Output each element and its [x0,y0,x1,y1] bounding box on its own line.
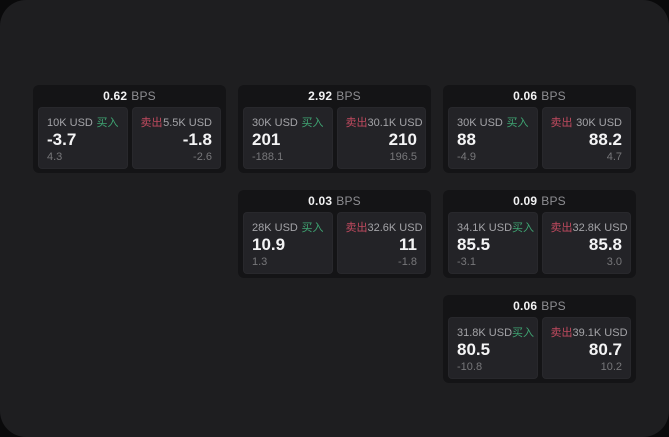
sell-sub-value: -1.8 [398,256,417,268]
sell-tile[interactable]: 卖出 30.1K USD 210 196.5 [336,107,426,169]
buy-side-label: 买入 [301,222,324,234]
quote-card: 2.92 BPS 30K USD 买入 201 -188.1 卖出 30.1K … [238,85,431,173]
quote-card: 0.62 BPS 10K USD 买入 -3.7 4.3 卖出 5.5K USD… [33,85,226,173]
sell-sub-value: -2.6 [193,151,212,163]
sell-tile[interactable]: 卖出 30K USD 88.2 4.7 [541,107,631,169]
buy-amount: 31.8K USD [457,327,513,339]
sell-side-label: 卖出 [550,222,573,234]
buy-tile[interactable]: 30K USD 买入 201 -188.1 [243,107,333,169]
spread-header: 0.09 BPS [448,190,631,212]
quote-card: 0.03 BPS 28K USD 买入 10.9 1.3 卖出 32.6K US… [238,190,431,278]
sell-amount: 30.1K USD [367,117,423,129]
spread-header: 2.92 BPS [243,85,426,107]
sell-amount: 39.1K USD [572,327,628,339]
spread-header: 0.06 BPS [448,295,631,317]
buy-side-label: 买入 [506,117,529,129]
buy-tile[interactable]: 34.1K USD 买入 85.5 -3.1 [448,212,538,274]
buy-price: 85.5 [457,235,491,255]
buy-sub-value: -10.8 [457,361,483,373]
spread-value: 0.06 [513,299,538,313]
spread-unit: BPS [541,299,566,313]
buy-tile[interactable]: 30K USD 买入 88 -4.9 [448,107,538,169]
sell-price: 11 [399,235,417,255]
buy-sub-value: 1.3 [252,256,268,268]
buy-side-label: 买入 [512,222,535,234]
buy-price: 80.5 [457,340,491,360]
buy-price: -3.7 [47,130,77,150]
buy-tile[interactable]: 10K USD 买入 -3.7 4.3 [38,107,128,169]
sell-tile[interactable]: 卖出 39.1K USD 80.7 10.2 [541,317,631,379]
sell-tile[interactable]: 卖出 32.6K USD 11 -1.8 [336,212,426,274]
sell-tile[interactable]: 卖出 5.5K USD -1.8 -2.6 [131,107,221,169]
spread-unit: BPS [131,89,156,103]
spread-value: 2.92 [308,89,333,103]
buy-price: 201 [252,130,281,150]
sell-side-label: 卖出 [345,222,368,234]
sell-amount: 32.6K USD [367,222,423,234]
sell-price: 80.7 [588,340,622,360]
buy-tile[interactable]: 28K USD 买入 10.9 1.3 [243,212,333,274]
buy-sub-value: -3.1 [457,256,476,268]
sell-sub-value: 10.2 [600,361,622,373]
buy-amount: 34.1K USD [457,222,513,234]
sell-side-label: 卖出 [140,117,163,129]
spread-unit: BPS [336,89,361,103]
quote-card: 0.06 BPS 31.8K USD 买入 80.5 -10.8 卖出 39.1… [443,295,636,383]
spread-value: 0.03 [308,194,333,208]
buy-side-label: 买入 [512,327,535,339]
sell-side-label: 卖出 [345,117,368,129]
sell-amount: 5.5K USD [163,117,212,129]
buy-side-label: 买入 [301,117,324,129]
spread-header: 0.03 BPS [243,190,426,212]
buy-tile[interactable]: 31.8K USD 买入 80.5 -10.8 [448,317,538,379]
sell-side-label: 卖出 [550,117,573,129]
buy-side-label: 买入 [96,117,119,129]
buy-amount: 30K USD [252,117,298,129]
spread-header: 0.62 BPS [38,85,221,107]
sell-sub-value: 3.0 [606,256,622,268]
sell-price: 210 [388,130,417,150]
quote-card: 0.09 BPS 34.1K USD 买入 85.5 -3.1 卖出 32.8K… [443,190,636,278]
buy-price: 88 [457,130,476,150]
sell-amount: 32.8K USD [572,222,628,234]
spread-unit: BPS [541,89,566,103]
spread-value: 0.09 [513,194,538,208]
buy-amount: 28K USD [252,222,298,234]
sell-price: 85.8 [588,235,622,255]
sell-side-label: 卖出 [550,327,573,339]
sell-sub-value: 196.5 [389,151,417,163]
buy-price: 10.9 [252,235,286,255]
spread-unit: BPS [336,194,361,208]
sell-amount: 30K USD [576,117,622,129]
buy-amount: 30K USD [457,117,503,129]
spread-value: 0.06 [513,89,538,103]
sell-price: -1.8 [182,130,212,150]
spread-header: 0.06 BPS [448,85,631,107]
buy-sub-value: -4.9 [457,151,476,163]
quote-card: 0.06 BPS 30K USD 买入 88 -4.9 卖出 30K USD 8… [443,85,636,173]
buy-sub-value: 4.3 [47,151,63,163]
spread-value: 0.62 [103,89,128,103]
buy-amount: 10K USD [47,117,93,129]
sell-tile[interactable]: 卖出 32.8K USD 85.8 3.0 [541,212,631,274]
buy-sub-value: -188.1 [252,151,284,163]
spread-unit: BPS [541,194,566,208]
sell-price: 88.2 [588,130,622,150]
sell-sub-value: 4.7 [606,151,622,163]
